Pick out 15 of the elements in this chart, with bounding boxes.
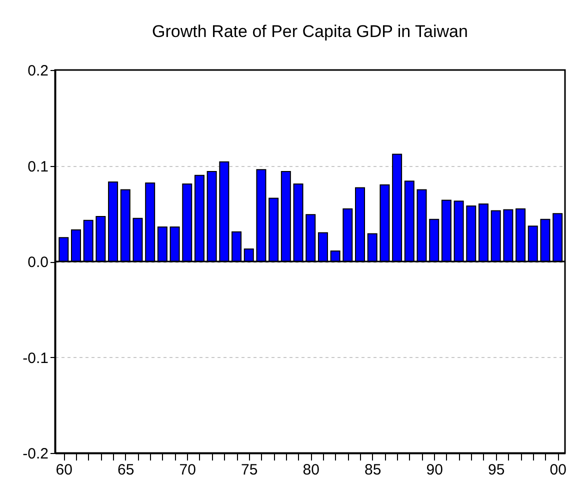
chart-title: Growth Rate of Per Capita GDP in Taiwan (152, 22, 468, 41)
y-tick-label: 0.2 (28, 62, 48, 80)
y-tick-label: -0.2 (22, 446, 48, 462)
x-tick-label: 95 (488, 462, 505, 478)
x-tick-label: 80 (302, 462, 320, 478)
y-tick-label: 0.0 (28, 254, 48, 271)
x-tick-label: 75 (241, 462, 258, 478)
x-tick-label: 00 (550, 462, 566, 478)
y-tick-label: -0.1 (22, 350, 48, 367)
x-tick-label: 65 (118, 462, 134, 478)
y-tick-label: 0.1 (28, 158, 48, 176)
x-tick-label: 60 (56, 462, 72, 478)
x-tick-label: 70 (179, 462, 196, 478)
x-tick-label: 85 (364, 462, 382, 478)
x-tick-label: 90 (426, 462, 443, 478)
